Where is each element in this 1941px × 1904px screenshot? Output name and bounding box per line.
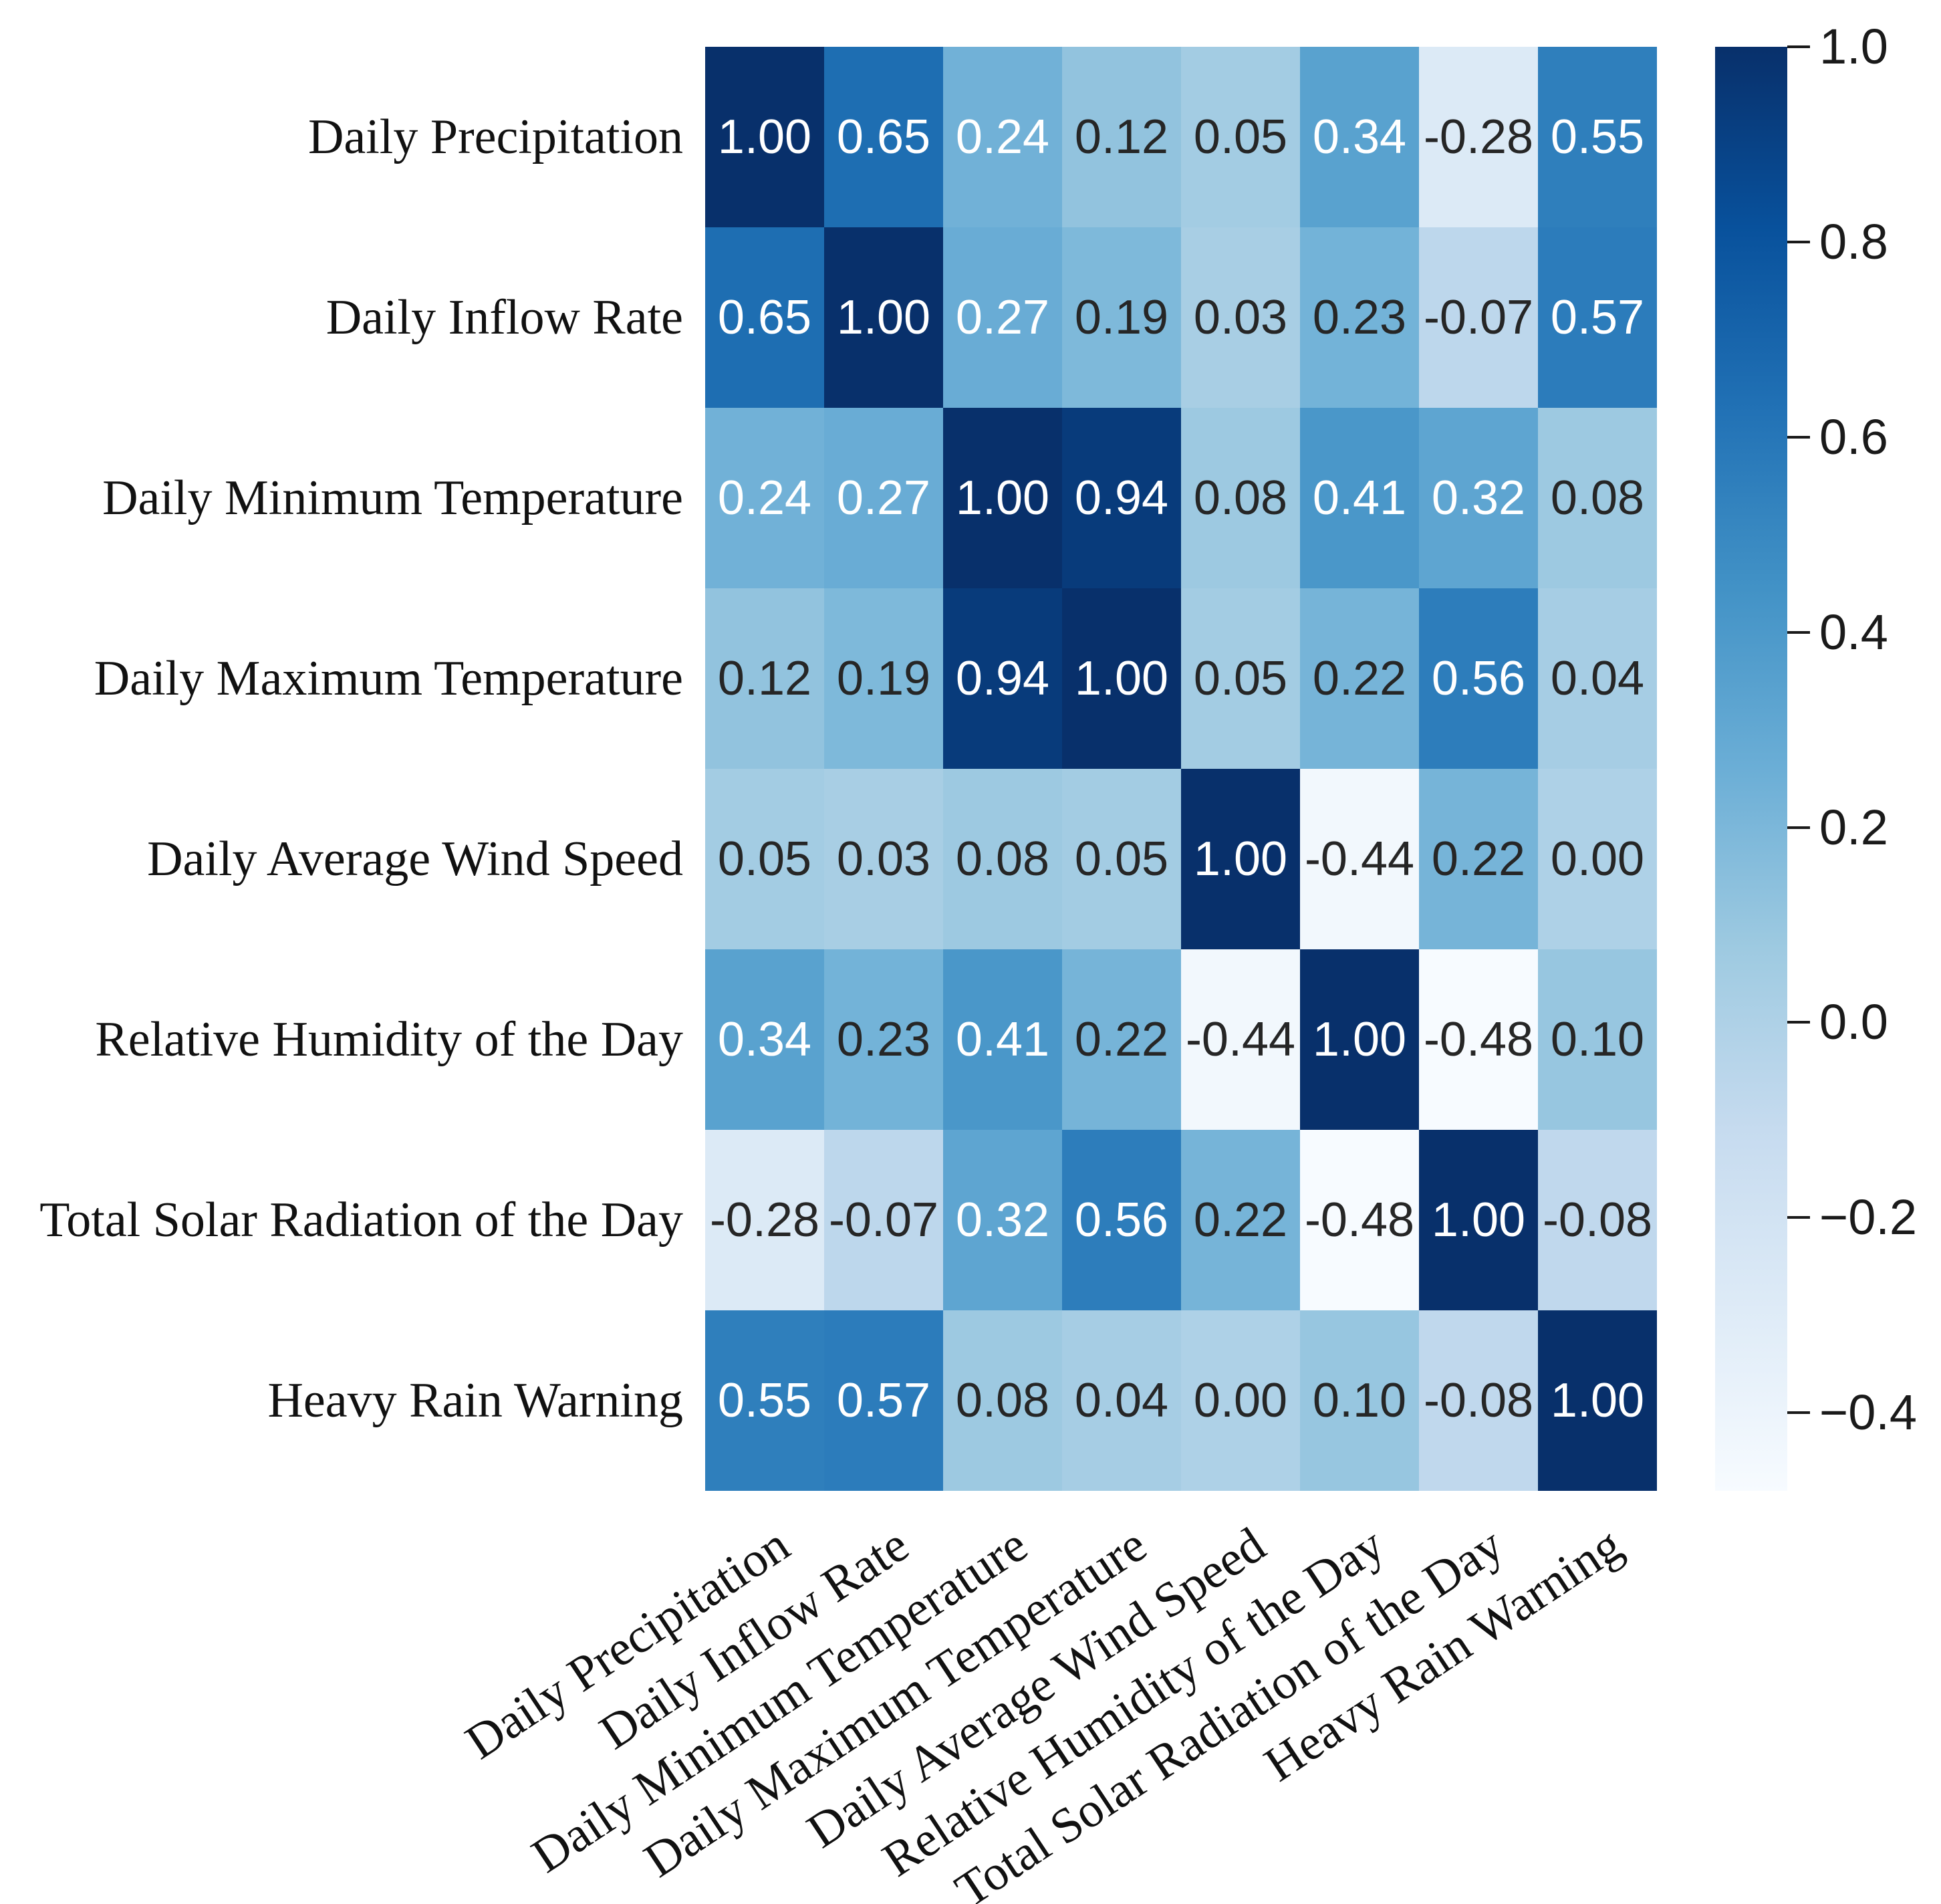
heatmap-cell: 0.23 xyxy=(1300,227,1419,408)
heatmap-cell: 0.05 xyxy=(1181,588,1300,769)
colorbar-tick xyxy=(1787,1411,1810,1415)
colorbar-tick-label: 0.8 xyxy=(1819,213,1888,269)
heatmap-cell: 0.00 xyxy=(1538,769,1657,949)
heatmap-cell: 1.00 xyxy=(1300,949,1419,1130)
heatmap-cell: 0.41 xyxy=(943,949,1062,1130)
heatmap-cell: 0.10 xyxy=(1538,949,1657,1130)
heatmap-cell: 0.55 xyxy=(705,1310,824,1491)
heatmap-cell: 0.94 xyxy=(943,588,1062,769)
colorbar-tick-label: −0.4 xyxy=(1819,1385,1918,1441)
heatmap-cell: 0.55 xyxy=(1538,47,1657,227)
heatmap-cell: 0.22 xyxy=(1062,949,1181,1130)
heatmap-cell: 0.57 xyxy=(824,1310,943,1491)
heatmap-cell: 0.34 xyxy=(1300,47,1419,227)
heatmap-cell: 0.03 xyxy=(1181,227,1300,408)
heatmap-cell: 0.65 xyxy=(824,47,943,227)
heatmap-cell: -0.28 xyxy=(1419,47,1538,227)
heatmap-cell: 0.56 xyxy=(1062,1130,1181,1310)
heatmap-cell: -0.07 xyxy=(824,1130,943,1310)
heatmap-cell: -0.44 xyxy=(1300,769,1419,949)
heatmap-cell: 0.57 xyxy=(1538,227,1657,408)
heatmap-cell: 0.32 xyxy=(1419,408,1538,588)
colorbar-tick xyxy=(1787,240,1810,243)
heatmap-cell: 1.00 xyxy=(824,227,943,408)
heatmap-grid: 1.00 0.65 0.24 0.12 0.05 0.34 -0.28 0.55 0.65 1.0… xyxy=(705,47,1657,1491)
colorbar-tick xyxy=(1787,1216,1810,1219)
y-axis-label: Heavy Rain Warning xyxy=(267,1373,683,1428)
colorbar-tick-label: 1.0 xyxy=(1819,19,1888,74)
heatmap-cell: 0.05 xyxy=(1062,769,1181,949)
y-axis-label: Relative Humidity of the Day xyxy=(95,1012,683,1067)
heatmap-cell: 0.27 xyxy=(943,227,1062,408)
colorbar-tick-label: 0.2 xyxy=(1819,799,1888,855)
heatmap-cell: 0.24 xyxy=(705,408,824,588)
heatmap-cell: 0.19 xyxy=(824,588,943,769)
heatmap-cell: 0.12 xyxy=(705,588,824,769)
heatmap-cell: 0.65 xyxy=(705,227,824,408)
colorbar-tick xyxy=(1787,45,1810,48)
heatmap-cell: -0.07 xyxy=(1419,227,1538,408)
heatmap-cell: -0.08 xyxy=(1419,1310,1538,1491)
y-axis-label: Daily Maximum Temperature xyxy=(94,651,683,706)
colorbar-tick xyxy=(1787,826,1810,829)
heatmap-cell: 0.03 xyxy=(824,769,943,949)
y-axis-label: Daily Average Wind Speed xyxy=(147,832,683,886)
y-axis-label: Daily Minimum Temperature xyxy=(102,471,683,525)
heatmap-cell: -0.48 xyxy=(1419,949,1538,1130)
heatmap-cell: 0.41 xyxy=(1300,408,1419,588)
heatmap-cell: 0.56 xyxy=(1419,588,1538,769)
heatmap-cell: 0.23 xyxy=(824,949,943,1130)
heatmap-cell: 0.05 xyxy=(1181,47,1300,227)
colorbar-tick-label: −0.2 xyxy=(1819,1189,1918,1245)
heatmap-cell: 0.08 xyxy=(1538,408,1657,588)
heatmap-cell: -0.44 xyxy=(1181,949,1300,1130)
heatmap-cell: 1.00 xyxy=(1538,1310,1657,1491)
colorbar-tick-label: 0.4 xyxy=(1819,604,1888,660)
heatmap-cell: 1.00 xyxy=(705,47,824,227)
colorbar-tick-label: 0.0 xyxy=(1819,994,1888,1050)
y-axis-label: Daily Inflow Rate xyxy=(326,290,683,345)
heatmap-cell: 0.34 xyxy=(705,949,824,1130)
heatmap-cell: 0.94 xyxy=(1062,408,1181,588)
heatmap-cell: 0.05 xyxy=(705,769,824,949)
heatmap-cell: 0.08 xyxy=(1181,408,1300,588)
y-axis-label: Total Solar Radiation of the Day xyxy=(39,1193,683,1247)
heatmap-cell: 0.12 xyxy=(1062,47,1181,227)
colorbar-tick-label: 0.6 xyxy=(1819,408,1888,465)
heatmap-cell: 0.04 xyxy=(1538,588,1657,769)
heatmap-cell: 0.22 xyxy=(1300,588,1419,769)
heatmap-cell: 0.24 xyxy=(943,47,1062,227)
heatmap-cell: 1.00 xyxy=(1181,769,1300,949)
heatmap-cell: 1.00 xyxy=(1062,588,1181,769)
y-axis-label: Daily Precipitation xyxy=(307,110,683,164)
colorbar xyxy=(1715,47,1787,1491)
colorbar-tick xyxy=(1787,630,1810,634)
heatmap-cell: 0.27 xyxy=(824,408,943,588)
heatmap-cell: 0.19 xyxy=(1062,227,1181,408)
heatmap-cell: 0.10 xyxy=(1300,1310,1419,1491)
heatmap-cell: 0.08 xyxy=(943,769,1062,949)
heatmap-cell: -0.28 xyxy=(705,1130,824,1310)
heatmap-cell: 1.00 xyxy=(943,408,1062,588)
heatmap-cell: 0.32 xyxy=(943,1130,1062,1310)
heatmap-cell: -0.08 xyxy=(1538,1130,1657,1310)
heatmap-cell: 1.00 xyxy=(1419,1130,1538,1310)
heatmap-cell: -0.48 xyxy=(1300,1130,1419,1310)
heatmap-cell: 0.08 xyxy=(943,1310,1062,1491)
heatmap-cell: 0.00 xyxy=(1181,1310,1300,1491)
colorbar-tick xyxy=(1787,1021,1810,1024)
heatmap-cell: 0.04 xyxy=(1062,1310,1181,1491)
colorbar-tick xyxy=(1787,435,1810,439)
heatmap-cell: 0.22 xyxy=(1419,769,1538,949)
heatmap-cell: 0.22 xyxy=(1181,1130,1300,1310)
